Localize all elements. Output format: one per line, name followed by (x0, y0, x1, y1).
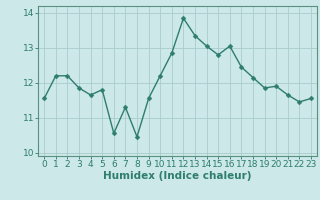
X-axis label: Humidex (Indice chaleur): Humidex (Indice chaleur) (103, 171, 252, 181)
